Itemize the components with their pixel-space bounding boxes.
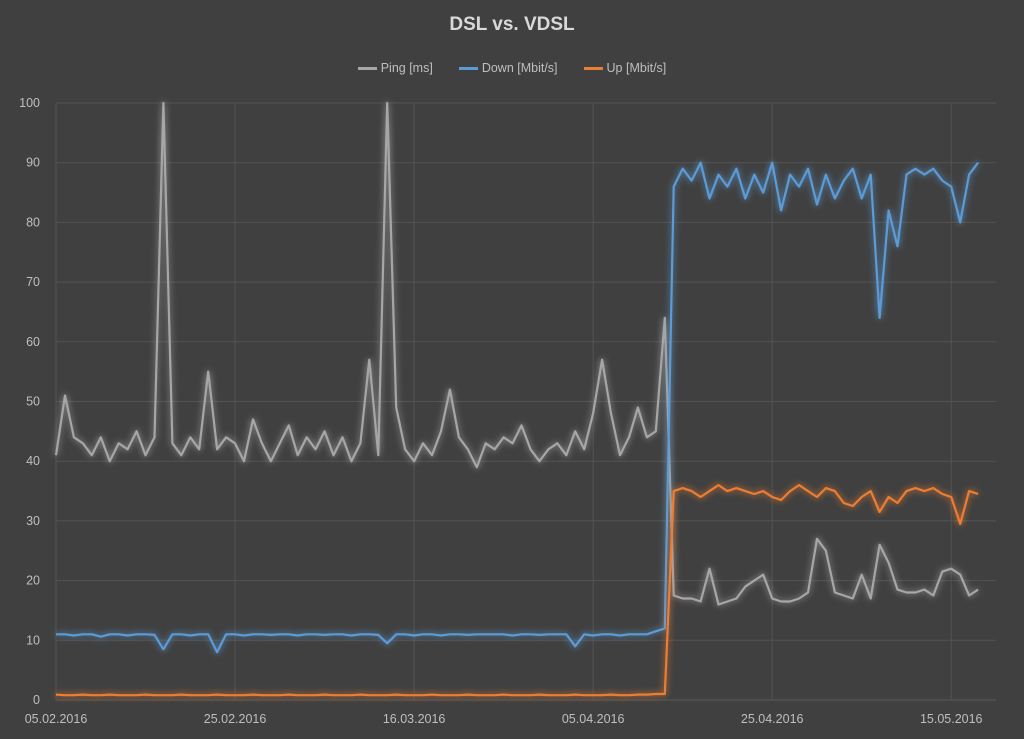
y-tick-label: 80 <box>26 215 40 229</box>
x-tick-label: 16.03.2016 <box>383 712 446 726</box>
series-down <box>55 161 979 654</box>
legend-label-ping: Ping [ms] <box>380 61 433 75</box>
y-tick-label: 50 <box>26 395 40 409</box>
x-tick-label: 05.02.2016 <box>25 712 88 726</box>
legend-label-down: Down [Mbit/s] <box>481 61 558 75</box>
series-line <box>55 484 979 697</box>
y-tick-label: 60 <box>26 335 40 349</box>
legend-swatch-down <box>458 66 478 70</box>
y-tick-label: 10 <box>26 633 40 647</box>
x-tick-label: 05.04.2016 <box>562 712 625 726</box>
legend-item-down: Down [Mbit/s] <box>458 61 558 75</box>
y-tick-label: 100 <box>19 96 40 110</box>
series-line <box>56 161 979 654</box>
y-tick-label: 70 <box>26 275 40 289</box>
legend-item-ping: Ping [ms] <box>357 61 433 75</box>
y-tick-label: 0 <box>33 693 40 707</box>
x-tick-label: 15.05.2016 <box>920 712 983 726</box>
y-tick-label: 20 <box>26 574 40 588</box>
x-tick-label: 25.02.2016 <box>204 712 267 726</box>
x-tick-label: 25.04.2016 <box>741 712 804 726</box>
y-tick-label: 90 <box>26 156 40 170</box>
chart-title: DSL vs. VDSL <box>449 14 575 35</box>
series-up <box>55 484 979 697</box>
y-tick-label: 30 <box>26 514 40 528</box>
legend: Ping [ms] Down [Mbit/s] Up [Mbit/s] <box>0 61 1024 75</box>
legend-swatch-up <box>583 66 603 70</box>
legend-swatch-ping <box>357 66 377 70</box>
legend-label-up: Up [Mbit/s] <box>606 61 667 75</box>
series-ping <box>54 101 979 606</box>
y-tick-label: 40 <box>26 454 40 468</box>
legend-item-up: Up [Mbit/s] <box>583 61 667 75</box>
series-line <box>54 101 979 606</box>
